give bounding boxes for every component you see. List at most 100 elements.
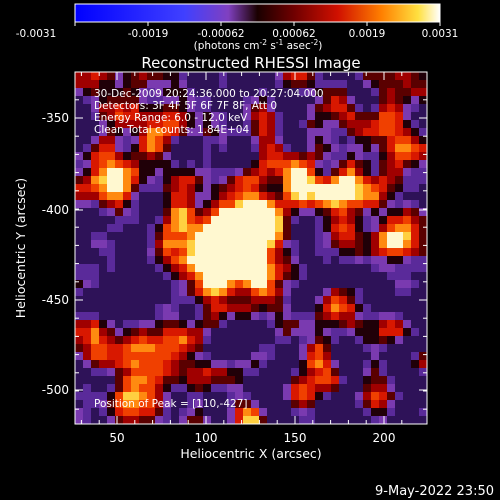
heatmap-cell — [307, 96, 316, 105]
heatmap-cell — [171, 144, 180, 153]
heatmap-cell — [83, 280, 92, 289]
heatmap-cell — [299, 328, 308, 337]
heatmap-cell — [395, 280, 404, 289]
heatmap-cell — [403, 128, 412, 137]
heatmap-cell — [195, 128, 204, 137]
heatmap-cell — [411, 224, 420, 233]
heatmap-cell — [403, 312, 412, 321]
heatmap-cell — [211, 288, 220, 297]
heatmap-cell — [251, 272, 260, 281]
heatmap-cell — [171, 200, 180, 209]
heatmap-cell — [411, 72, 420, 81]
heatmap-cell — [91, 400, 100, 409]
heatmap-cell — [331, 144, 340, 153]
heatmap-cell — [91, 224, 100, 233]
heatmap-cell — [187, 72, 196, 81]
heatmap-cell — [139, 352, 148, 361]
heatmap-cell — [99, 112, 108, 121]
heatmap-cell — [195, 144, 204, 153]
heatmap-cell — [163, 120, 172, 129]
heatmap-cell — [355, 368, 364, 377]
heatmap-cell — [323, 344, 332, 353]
heatmap-cell — [99, 88, 108, 97]
heatmap-cell — [275, 184, 284, 193]
heatmap-cell — [123, 352, 132, 361]
heatmap-cell — [91, 312, 100, 321]
heatmap-cell — [379, 384, 388, 393]
heatmap-cell — [195, 192, 204, 201]
heatmap-cell — [179, 344, 188, 353]
heatmap-cell — [107, 224, 116, 233]
heatmap-cell — [203, 240, 212, 249]
heatmap-cell — [347, 408, 356, 417]
heatmap-cell — [331, 112, 340, 121]
heatmap-cell — [91, 280, 100, 289]
heatmap-cell — [179, 336, 188, 345]
heatmap-cell — [355, 336, 364, 345]
heatmap-cell — [219, 248, 228, 257]
heatmap-cell — [331, 80, 340, 89]
heatmap-cell — [387, 208, 396, 217]
heatmap-cell — [371, 280, 380, 289]
heatmap-cell — [379, 192, 388, 201]
heatmap-cell — [283, 392, 292, 401]
heatmap-cell — [315, 296, 324, 305]
heatmap-cell — [163, 144, 172, 153]
heatmap-cell — [299, 344, 308, 353]
heatmap-cell — [187, 336, 196, 345]
heatmap-cell — [339, 208, 348, 217]
heatmap-cell — [203, 80, 212, 89]
heatmap-cell — [123, 208, 132, 217]
heatmap-cell — [195, 152, 204, 161]
heatmap-cell — [203, 224, 212, 233]
heatmap-cell — [331, 256, 340, 265]
heatmap-cell — [115, 352, 124, 361]
heatmap-cell — [179, 216, 188, 225]
heatmap-cell — [147, 120, 156, 129]
heatmap-cell — [83, 304, 92, 313]
heatmap-cell — [299, 280, 308, 289]
heatmap-cell — [203, 96, 212, 105]
heatmap-cell — [227, 104, 236, 113]
heatmap-cell — [203, 416, 212, 424]
heatmap-cell — [331, 416, 340, 424]
heatmap-cell — [331, 296, 340, 305]
heatmap-cell — [179, 96, 188, 105]
heatmap-cell — [163, 128, 172, 137]
heatmap-cell — [131, 216, 140, 225]
heatmap-cell — [403, 168, 412, 177]
heatmap-cell — [187, 216, 196, 225]
heatmap-cell — [315, 392, 324, 401]
heatmap-cell — [315, 400, 324, 409]
heatmap-cell — [331, 96, 340, 105]
heatmap-cell — [275, 128, 284, 137]
heatmap-cell — [131, 88, 140, 97]
heatmap-cell — [315, 360, 324, 369]
heatmap-cell — [171, 248, 180, 257]
heatmap-cell — [123, 192, 132, 201]
heatmap-cell — [315, 112, 324, 121]
heatmap-cell — [139, 176, 148, 185]
heatmap-cell — [259, 304, 268, 313]
heatmap-cell — [315, 248, 324, 257]
heatmap-cell — [131, 368, 140, 377]
heatmap-cell — [211, 392, 220, 401]
heatmap-cell — [203, 184, 212, 193]
heatmap-cell — [203, 168, 212, 177]
heatmap-cell — [123, 80, 132, 89]
heatmap-cell — [315, 264, 324, 273]
heatmap-cell — [139, 136, 148, 145]
heatmap-cell — [395, 304, 404, 313]
heatmap-cell — [123, 200, 132, 209]
heatmap-cell — [99, 192, 108, 201]
heatmap-cell — [123, 416, 132, 424]
heatmap-cell — [195, 264, 204, 273]
heatmap-cell — [411, 120, 420, 129]
heatmap-cell — [171, 168, 180, 177]
heatmap-cell — [107, 208, 116, 217]
heatmap-cell — [339, 264, 348, 273]
heatmap-cell — [131, 160, 140, 169]
heatmap-cell — [235, 152, 244, 161]
heatmap-cell — [107, 304, 116, 313]
heatmap-cell — [331, 224, 340, 233]
